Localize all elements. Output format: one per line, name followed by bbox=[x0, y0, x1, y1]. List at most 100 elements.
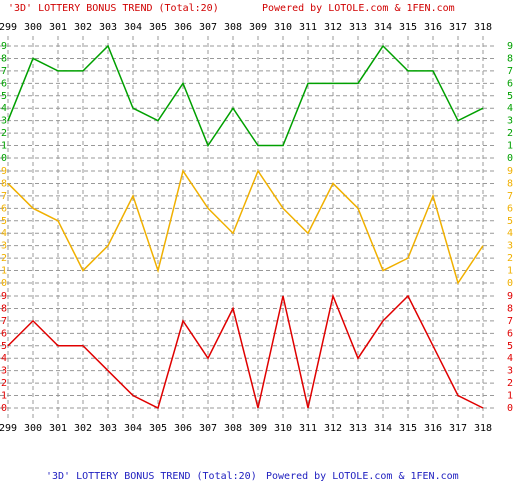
y-tick-label-right: 9 bbox=[507, 41, 513, 52]
x-tick-label-bottom: 299 bbox=[0, 423, 17, 434]
y-tick-label-right: 2 bbox=[507, 128, 513, 139]
x-tick-label-bottom: 303 bbox=[99, 423, 117, 434]
y-tick-label-left: 5 bbox=[1, 341, 7, 352]
chart-title: '3D' LOTTERY BONUS TREND (Total:20) bbox=[8, 3, 219, 14]
x-tick-label-bottom: 311 bbox=[299, 423, 317, 434]
chart-subtitle: Powered by LOTOLE.com & 1FEN.com bbox=[262, 3, 455, 14]
y-tick-label-left: 2 bbox=[1, 378, 7, 389]
y-tick-label-left: 5 bbox=[1, 91, 7, 102]
y-tick-label-left: 3 bbox=[1, 241, 7, 252]
y-tick-label-right: 5 bbox=[507, 341, 513, 352]
x-tick-label-top: 317 bbox=[449, 22, 467, 33]
y-tick-label-left: 2 bbox=[1, 253, 7, 264]
y-tick-label-right: 0 bbox=[507, 403, 513, 414]
y-tick-label-right: 9 bbox=[507, 166, 513, 177]
x-tick-label-bottom: 317 bbox=[449, 423, 467, 434]
y-tick-label-right: 6 bbox=[507, 203, 513, 214]
x-tick-label-bottom: 300 bbox=[24, 423, 42, 434]
y-tick-label-left: 0 bbox=[1, 153, 7, 164]
y-tick-label-right: 8 bbox=[507, 53, 513, 64]
x-tick-label-bottom: 306 bbox=[174, 423, 192, 434]
x-tick-label-top: 315 bbox=[399, 22, 417, 33]
chart-subtitle-bottom: Powered by LOTOLE.com & 1FEN.com bbox=[266, 471, 459, 482]
y-tick-label-left: 0 bbox=[1, 278, 7, 289]
x-tick-label-bottom: 310 bbox=[274, 423, 292, 434]
y-tick-label-left: 8 bbox=[1, 178, 7, 189]
y-tick-label-left: 1 bbox=[1, 266, 7, 277]
y-tick-label-left: 6 bbox=[1, 328, 7, 339]
y-tick-label-left: 0 bbox=[1, 403, 7, 414]
y-tick-label-right: 7 bbox=[507, 191, 513, 202]
x-tick-label-top: 312 bbox=[324, 22, 342, 33]
y-tick-label-right: 2 bbox=[507, 253, 513, 264]
y-tick-label-left: 1 bbox=[1, 391, 7, 402]
y-tick-label-left: 6 bbox=[1, 78, 7, 89]
y-tick-label-left: 9 bbox=[1, 291, 7, 302]
y-tick-label-right: 7 bbox=[507, 316, 513, 327]
x-tick-label-top: 302 bbox=[74, 22, 92, 33]
y-tick-label-right: 1 bbox=[507, 266, 513, 277]
x-tick-label-bottom: 315 bbox=[399, 423, 417, 434]
x-tick-label-top: 309 bbox=[249, 22, 267, 33]
x-tick-label-top: 301 bbox=[49, 22, 67, 33]
x-tick-label-bottom: 304 bbox=[124, 423, 142, 434]
x-tick-label-top: 311 bbox=[299, 22, 317, 33]
x-tick-label-bottom: 305 bbox=[149, 423, 167, 434]
y-tick-label-right: 6 bbox=[507, 78, 513, 89]
x-tick-label-top: 313 bbox=[349, 22, 367, 33]
y-tick-label-right: 8 bbox=[507, 178, 513, 189]
x-tick-label-top: 318 bbox=[474, 22, 492, 33]
y-tick-label-left: 7 bbox=[1, 316, 7, 327]
y-tick-label-left: 8 bbox=[1, 303, 7, 314]
x-tick-label-top: 308 bbox=[224, 22, 242, 33]
x-tick-label-top: 307 bbox=[199, 22, 217, 33]
y-tick-label-left: 9 bbox=[1, 41, 7, 52]
series-line bbox=[7, 169, 484, 285]
x-tick-label-bottom: 301 bbox=[49, 423, 67, 434]
y-tick-label-left: 4 bbox=[1, 103, 7, 114]
x-tick-label-bottom: 314 bbox=[374, 423, 392, 434]
x-tick-label-top: 304 bbox=[124, 22, 142, 33]
y-tick-label-right: 3 bbox=[507, 366, 513, 377]
x-tick-label-top: 316 bbox=[424, 22, 442, 33]
y-tick-label-right: 8 bbox=[507, 303, 513, 314]
series-line bbox=[7, 293, 484, 410]
x-tick-label-top: 305 bbox=[149, 22, 167, 33]
x-tick-label-top: 310 bbox=[274, 22, 292, 33]
y-tick-label-right: 9 bbox=[507, 291, 513, 302]
y-tick-label-left: 3 bbox=[1, 366, 7, 377]
x-tick-label-bottom: 318 bbox=[474, 423, 492, 434]
x-tick-label-bottom: 309 bbox=[249, 423, 267, 434]
y-tick-label-right: 0 bbox=[507, 153, 513, 164]
x-tick-label-bottom: 312 bbox=[324, 423, 342, 434]
x-tick-label-top: 306 bbox=[174, 22, 192, 33]
x-tick-label-bottom: 307 bbox=[199, 423, 217, 434]
x-tick-label-top: 300 bbox=[24, 22, 42, 33]
y-tick-label-left: 6 bbox=[1, 203, 7, 214]
y-tick-label-left: 7 bbox=[1, 66, 7, 77]
y-tick-label-right: 3 bbox=[507, 116, 513, 127]
y-tick-label-right: 3 bbox=[507, 241, 513, 252]
y-tick-label-right: 0 bbox=[507, 278, 513, 289]
x-tick-label-top: 299 bbox=[0, 22, 17, 33]
chart-title-bottom: '3D' LOTTERY BONUS TREND (Total:20) bbox=[46, 471, 257, 482]
y-tick-label-right: 5 bbox=[507, 91, 513, 102]
y-tick-label-right: 2 bbox=[507, 378, 513, 389]
y-tick-label-right: 7 bbox=[507, 66, 513, 77]
x-tick-label-top: 303 bbox=[99, 22, 117, 33]
y-tick-label-right: 1 bbox=[507, 391, 513, 402]
y-tick-label-right: 5 bbox=[507, 216, 513, 227]
y-tick-label-left: 8 bbox=[1, 53, 7, 64]
y-tick-label-left: 7 bbox=[1, 191, 7, 202]
x-tick-label-bottom: 308 bbox=[224, 423, 242, 434]
y-tick-label-right: 4 bbox=[507, 103, 513, 114]
y-tick-label-left: 2 bbox=[1, 128, 7, 139]
y-tick-label-left: 3 bbox=[1, 116, 7, 127]
x-tick-label-bottom: 313 bbox=[349, 423, 367, 434]
y-tick-label-right: 4 bbox=[507, 228, 513, 239]
y-tick-label-right: 4 bbox=[507, 353, 513, 364]
x-tick-label-bottom: 302 bbox=[74, 423, 92, 434]
y-tick-label-left: 4 bbox=[1, 228, 7, 239]
series-line bbox=[7, 44, 484, 148]
